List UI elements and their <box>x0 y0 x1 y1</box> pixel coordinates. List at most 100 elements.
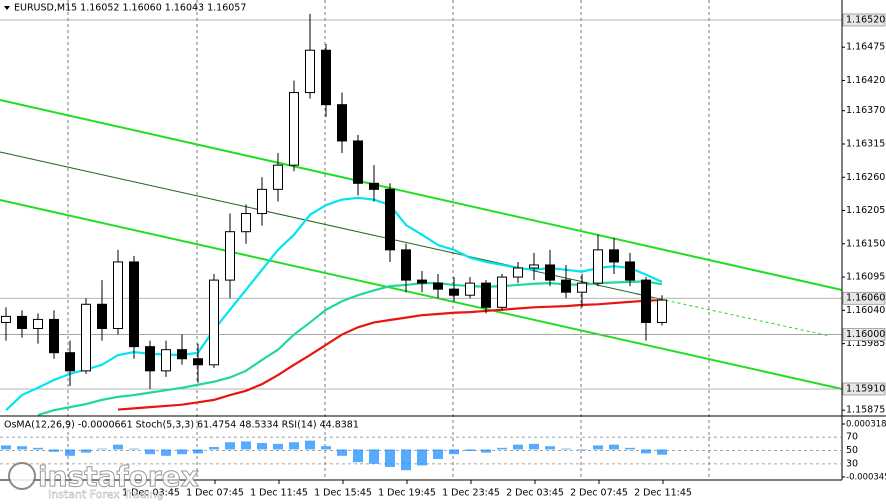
oscillator-label: OsMA(12,26,9) -0.0000661 Stoch(5,3,3) 61… <box>4 420 359 431</box>
candle-body <box>513 267 523 278</box>
y-tick-label: 1.15875 <box>846 405 885 416</box>
candle-body <box>161 349 171 372</box>
candle-body <box>449 288 459 296</box>
osma-bar <box>513 444 523 450</box>
osma-bar <box>17 446 27 450</box>
candle-body <box>321 49 331 106</box>
chart-title: EURUSD,M15 1.16052 1.16060 1.16043 1.160… <box>14 3 246 14</box>
candle-body <box>129 261 139 348</box>
osma-bar <box>257 443 267 450</box>
candle-body <box>49 318 59 354</box>
candle-body <box>1 315 11 323</box>
watermark: instaforex Instant Forex Trading <box>8 460 199 501</box>
candle-body <box>225 231 235 281</box>
osma-bar <box>241 441 251 450</box>
x-tick-label: 1 Dec 19:45 <box>378 488 436 499</box>
osma-bar <box>273 443 283 450</box>
candle-body <box>97 303 107 329</box>
level-label: 1.15910 <box>846 383 885 394</box>
y-tick-label: 1.16370 <box>846 105 885 116</box>
osma-bar <box>33 447 43 450</box>
candle-body <box>577 282 587 293</box>
candle-body <box>353 140 363 184</box>
osma-bar <box>97 448 107 450</box>
watermark-brand: instaforex <box>38 460 199 493</box>
osma-bar <box>561 448 571 450</box>
y-tick-label: 1.16095 <box>846 272 885 283</box>
candle-body <box>657 299 667 323</box>
channel-extension <box>659 298 831 337</box>
osma-bar <box>161 449 171 456</box>
x-tick-label: 1 Dec 23:45 <box>442 488 500 499</box>
level-label: 1.16060 <box>846 293 885 304</box>
osma-bar <box>545 446 555 450</box>
osma-bar <box>625 447 635 450</box>
candle-body <box>177 349 187 360</box>
candle-body <box>273 164 283 190</box>
y-tick-label: 1.16315 <box>846 138 885 149</box>
candle-body <box>385 188 395 251</box>
osma-bar <box>353 449 363 463</box>
candle-body <box>433 282 443 290</box>
osma-bar <box>385 449 395 468</box>
osma-bar <box>481 449 491 453</box>
oscillator-level-label: 70 <box>846 432 858 443</box>
osma-bar <box>49 449 59 452</box>
moving-average <box>117 298 663 411</box>
osma-bar <box>433 449 443 460</box>
candle-body <box>401 249 411 281</box>
menu-triangle <box>4 6 10 10</box>
osma-bar <box>593 445 603 450</box>
candle-body <box>465 282 475 296</box>
x-tick-label: 1 Dec 03:45 <box>122 488 180 499</box>
candle-body <box>561 279 571 293</box>
y-tick-label: 1.16260 <box>846 172 885 183</box>
osma-bar <box>113 444 123 450</box>
y-tick-label: 1.16040 <box>846 305 885 316</box>
y-tick-label: 1.16420 <box>846 75 885 86</box>
oscillator-tick-label: 0.000318 <box>846 420 886 430</box>
osma-bar <box>641 449 651 454</box>
candle-body <box>289 92 299 166</box>
osma-bar <box>225 442 235 450</box>
osma-bar <box>193 449 203 454</box>
candle-body <box>17 315 27 329</box>
osma-bar <box>305 440 315 450</box>
watermark-tagline: Instant Forex Trading <box>48 488 164 501</box>
candle-body <box>481 282 491 308</box>
osma-bar <box>657 449 667 455</box>
candle-body <box>81 303 91 372</box>
candle-body <box>545 264 555 281</box>
candle-body <box>417 279 427 284</box>
x-tick-label: 1 Dec 11:45 <box>250 488 308 499</box>
candle-body <box>609 249 619 263</box>
osma-bar <box>337 449 347 456</box>
osma-bar <box>529 443 539 450</box>
candle-body <box>529 264 539 269</box>
x-tick-label: 1 Dec 15:45 <box>314 488 372 499</box>
x-tick-label: 2 Dec 11:45 <box>634 488 692 499</box>
osma-bar <box>289 442 299 450</box>
x-tick-label: 2 Dec 03:45 <box>506 488 564 499</box>
y-tick-label: 1.15985 <box>846 338 885 349</box>
level-label-box <box>842 382 886 396</box>
oscillator-tick-label: -0.000345 <box>846 473 886 483</box>
osma-bar <box>609 444 619 450</box>
candle-body <box>65 352 75 372</box>
osma-bar <box>465 449 475 452</box>
level-label: 1.16520 <box>846 14 885 25</box>
y-tick-label: 1.16205 <box>846 205 885 216</box>
candle-body <box>497 276 507 308</box>
y-tick-label: 1.16150 <box>846 238 885 249</box>
moving-average <box>37 280 663 417</box>
oscillator-level-label: 50 <box>846 445 858 456</box>
level-label-box <box>842 13 886 27</box>
logo-icon <box>8 462 36 490</box>
candle-body <box>113 261 123 329</box>
osma-bar <box>449 449 459 455</box>
osma-bar <box>401 449 411 471</box>
candle-body <box>369 182 379 190</box>
oscillator-level-label: 30 <box>846 458 858 469</box>
candle-body <box>33 318 43 329</box>
